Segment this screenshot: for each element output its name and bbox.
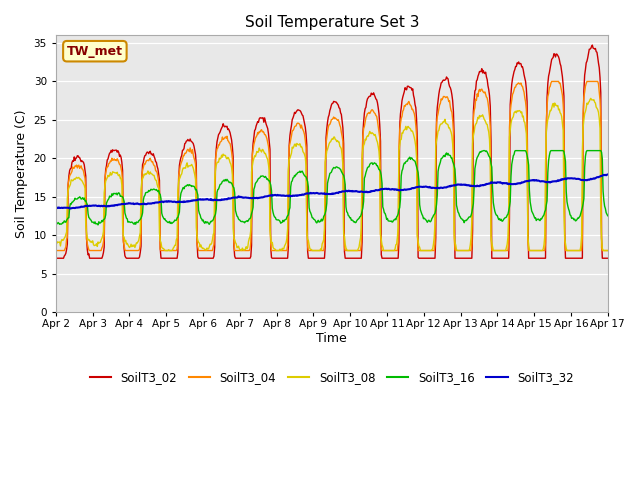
SoilT3_08 — [604, 248, 612, 253]
Line: SoilT3_16: SoilT3_16 — [56, 151, 608, 225]
SoilT3_08 — [175, 176, 183, 182]
SoilT3_16 — [604, 213, 612, 218]
SoilT3_04 — [52, 248, 60, 253]
SoilT3_32 — [52, 205, 60, 211]
SoilT3_02 — [175, 176, 182, 182]
SoilT3_02 — [62, 251, 70, 256]
Line: SoilT3_08: SoilT3_08 — [56, 98, 608, 251]
SoilT3_08 — [62, 232, 70, 238]
SoilT3_16 — [205, 221, 212, 227]
SoilT3_02 — [52, 255, 60, 261]
SoilT3_32 — [120, 201, 127, 207]
X-axis label: Time: Time — [316, 332, 347, 345]
SoilT3_16 — [400, 162, 408, 168]
SoilT3_08 — [162, 248, 170, 253]
SoilT3_04 — [62, 244, 70, 250]
SoilT3_04 — [204, 248, 212, 253]
SoilT3_16 — [416, 202, 424, 207]
SoilT3_08 — [587, 96, 595, 101]
SoilT3_04 — [604, 248, 612, 253]
SoilT3_08 — [52, 240, 60, 245]
SoilT3_02 — [119, 168, 127, 174]
SoilT3_32 — [67, 206, 74, 212]
SoilT3_16 — [52, 220, 60, 226]
SoilT3_02 — [604, 255, 612, 261]
SoilT3_16 — [120, 196, 127, 202]
SoilT3_04 — [119, 180, 127, 186]
Legend: SoilT3_02, SoilT3_04, SoilT3_08, SoilT3_16, SoilT3_32: SoilT3_02, SoilT3_04, SoilT3_08, SoilT3_… — [85, 367, 579, 389]
SoilT3_02 — [589, 42, 596, 48]
SoilT3_08 — [416, 244, 424, 250]
SoilT3_32 — [400, 187, 408, 193]
SoilT3_16 — [62, 219, 70, 225]
SoilT3_16 — [94, 222, 102, 228]
SoilT3_02 — [399, 94, 406, 100]
SoilT3_32 — [416, 184, 424, 190]
SoilT3_02 — [204, 255, 212, 261]
SoilT3_32 — [205, 197, 212, 203]
SoilT3_04 — [175, 173, 182, 179]
Title: Soil Temperature Set 3: Soil Temperature Set 3 — [244, 15, 419, 30]
SoilT3_04 — [548, 79, 556, 84]
Line: SoilT3_04: SoilT3_04 — [56, 82, 608, 251]
SoilT3_08 — [205, 246, 212, 252]
SoilT3_16 — [175, 209, 183, 215]
SoilT3_02 — [415, 255, 422, 261]
Line: SoilT3_02: SoilT3_02 — [56, 45, 608, 258]
SoilT3_08 — [400, 128, 408, 133]
Line: SoilT3_32: SoilT3_32 — [56, 174, 608, 209]
Y-axis label: Soil Temperature (C): Soil Temperature (C) — [15, 109, 28, 238]
SoilT3_08 — [119, 223, 127, 228]
Text: TW_met: TW_met — [67, 45, 123, 58]
SoilT3_04 — [415, 248, 422, 253]
SoilT3_32 — [604, 171, 612, 177]
SoilT3_04 — [399, 108, 406, 114]
SoilT3_16 — [479, 148, 487, 154]
SoilT3_32 — [175, 199, 183, 204]
SoilT3_32 — [62, 205, 70, 211]
